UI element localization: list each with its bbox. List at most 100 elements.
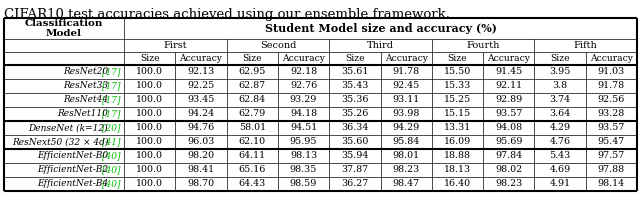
Text: 35.60: 35.60 bbox=[341, 138, 369, 146]
Text: 15.33: 15.33 bbox=[444, 81, 471, 91]
Text: 98.47: 98.47 bbox=[392, 179, 420, 189]
Text: [20]: [20] bbox=[102, 124, 121, 132]
Text: 98.13: 98.13 bbox=[290, 151, 317, 160]
Text: 4.69: 4.69 bbox=[549, 165, 571, 175]
Text: [41]: [41] bbox=[102, 138, 121, 146]
Text: 5.43: 5.43 bbox=[549, 151, 571, 160]
Text: 100.0: 100.0 bbox=[136, 138, 163, 146]
Text: First: First bbox=[163, 41, 187, 50]
Text: 98.35: 98.35 bbox=[290, 165, 317, 175]
Text: 98.23: 98.23 bbox=[392, 165, 420, 175]
Text: 35.43: 35.43 bbox=[341, 81, 369, 91]
Text: 94.08: 94.08 bbox=[495, 124, 522, 132]
Text: 16.09: 16.09 bbox=[444, 138, 471, 146]
Text: Accuracy: Accuracy bbox=[179, 54, 222, 63]
Text: Accuracy: Accuracy bbox=[282, 54, 325, 63]
Text: ResNet110: ResNet110 bbox=[58, 110, 108, 119]
Text: 98.59: 98.59 bbox=[290, 179, 317, 189]
Text: Size: Size bbox=[345, 54, 365, 63]
Text: 4.76: 4.76 bbox=[550, 138, 571, 146]
Text: 94.29: 94.29 bbox=[392, 124, 420, 132]
Text: 92.13: 92.13 bbox=[188, 67, 214, 76]
Text: 15.25: 15.25 bbox=[444, 95, 471, 105]
Text: 4.29: 4.29 bbox=[550, 124, 571, 132]
Text: Accuracy: Accuracy bbox=[487, 54, 530, 63]
Text: 18.13: 18.13 bbox=[444, 165, 471, 175]
Text: 100.0: 100.0 bbox=[136, 67, 163, 76]
Text: Third: Third bbox=[367, 41, 394, 50]
Text: 96.03: 96.03 bbox=[188, 138, 214, 146]
Text: ResNet20: ResNet20 bbox=[63, 67, 108, 76]
Text: 3.95: 3.95 bbox=[549, 67, 571, 76]
Text: 36.27: 36.27 bbox=[341, 179, 369, 189]
Text: 93.28: 93.28 bbox=[598, 110, 625, 119]
Text: 100.0: 100.0 bbox=[136, 179, 163, 189]
Text: [17]: [17] bbox=[102, 95, 121, 105]
Text: 93.57: 93.57 bbox=[495, 110, 522, 119]
Text: 95.47: 95.47 bbox=[598, 138, 625, 146]
Text: 64.43: 64.43 bbox=[239, 179, 266, 189]
Text: 92.56: 92.56 bbox=[598, 95, 625, 105]
Text: 91.45: 91.45 bbox=[495, 67, 522, 76]
Text: 15.15: 15.15 bbox=[444, 110, 471, 119]
Text: 93.57: 93.57 bbox=[598, 124, 625, 132]
Text: 92.25: 92.25 bbox=[188, 81, 214, 91]
Text: 98.01: 98.01 bbox=[392, 151, 420, 160]
Text: 3.64: 3.64 bbox=[549, 110, 571, 119]
Text: ResNet44: ResNet44 bbox=[63, 95, 108, 105]
Text: 98.02: 98.02 bbox=[495, 165, 522, 175]
Text: 58.01: 58.01 bbox=[239, 124, 266, 132]
Text: 3.74: 3.74 bbox=[550, 95, 571, 105]
Text: 92.18: 92.18 bbox=[290, 67, 317, 76]
Text: 35.94: 35.94 bbox=[341, 151, 369, 160]
Text: 16.40: 16.40 bbox=[444, 179, 471, 189]
Text: [40]: [40] bbox=[102, 151, 121, 160]
Text: EfficientNet-B2: EfficientNet-B2 bbox=[37, 165, 108, 175]
Text: 92.11: 92.11 bbox=[495, 81, 522, 91]
Text: 35.36: 35.36 bbox=[341, 95, 369, 105]
Text: ResNet33: ResNet33 bbox=[63, 81, 108, 91]
Text: 98.41: 98.41 bbox=[188, 165, 214, 175]
Text: Fifth: Fifth bbox=[574, 41, 598, 50]
Text: 97.84: 97.84 bbox=[495, 151, 522, 160]
Text: Size: Size bbox=[140, 54, 159, 63]
Text: 91.03: 91.03 bbox=[598, 67, 625, 76]
Text: 94.18: 94.18 bbox=[290, 110, 317, 119]
Text: 95.69: 95.69 bbox=[495, 138, 522, 146]
Text: 93.45: 93.45 bbox=[188, 95, 214, 105]
Text: Size: Size bbox=[448, 54, 467, 63]
Text: Accuracy: Accuracy bbox=[385, 54, 428, 63]
Text: 100.0: 100.0 bbox=[136, 110, 163, 119]
Text: [40]: [40] bbox=[102, 165, 121, 175]
Text: 92.76: 92.76 bbox=[290, 81, 317, 91]
Text: CIFAR10 test accuracies achieved using our ensemble framework.: CIFAR10 test accuracies achieved using o… bbox=[4, 8, 450, 21]
Text: [17]: [17] bbox=[102, 81, 121, 91]
Text: Accuracy: Accuracy bbox=[590, 54, 633, 63]
Text: 92.89: 92.89 bbox=[495, 95, 522, 105]
Text: 13.31: 13.31 bbox=[444, 124, 471, 132]
Text: 100.0: 100.0 bbox=[136, 95, 163, 105]
Text: 98.70: 98.70 bbox=[188, 179, 214, 189]
Text: 100.0: 100.0 bbox=[136, 165, 163, 175]
Text: 62.79: 62.79 bbox=[239, 110, 266, 119]
Text: 3.8: 3.8 bbox=[552, 81, 568, 91]
Text: EfficientNet-B0: EfficientNet-B0 bbox=[37, 151, 108, 160]
Text: Fourth: Fourth bbox=[467, 41, 500, 50]
Text: ResNext50 (32 × 4d): ResNext50 (32 × 4d) bbox=[12, 138, 108, 146]
Text: 92.45: 92.45 bbox=[392, 81, 420, 91]
Text: 35.61: 35.61 bbox=[341, 67, 369, 76]
Text: 18.88: 18.88 bbox=[444, 151, 471, 160]
Text: 62.10: 62.10 bbox=[239, 138, 266, 146]
Text: 94.51: 94.51 bbox=[290, 124, 317, 132]
Text: Size: Size bbox=[243, 54, 262, 63]
Text: 93.98: 93.98 bbox=[392, 110, 420, 119]
Text: 91.78: 91.78 bbox=[598, 81, 625, 91]
Text: 4.91: 4.91 bbox=[550, 179, 571, 189]
Text: 91.78: 91.78 bbox=[392, 67, 420, 76]
Text: 94.24: 94.24 bbox=[188, 110, 214, 119]
Text: 62.95: 62.95 bbox=[239, 67, 266, 76]
Text: 98.23: 98.23 bbox=[495, 179, 522, 189]
Text: Classification
Model: Classification Model bbox=[25, 19, 103, 38]
Text: 95.95: 95.95 bbox=[290, 138, 317, 146]
Text: [40]: [40] bbox=[102, 179, 121, 189]
